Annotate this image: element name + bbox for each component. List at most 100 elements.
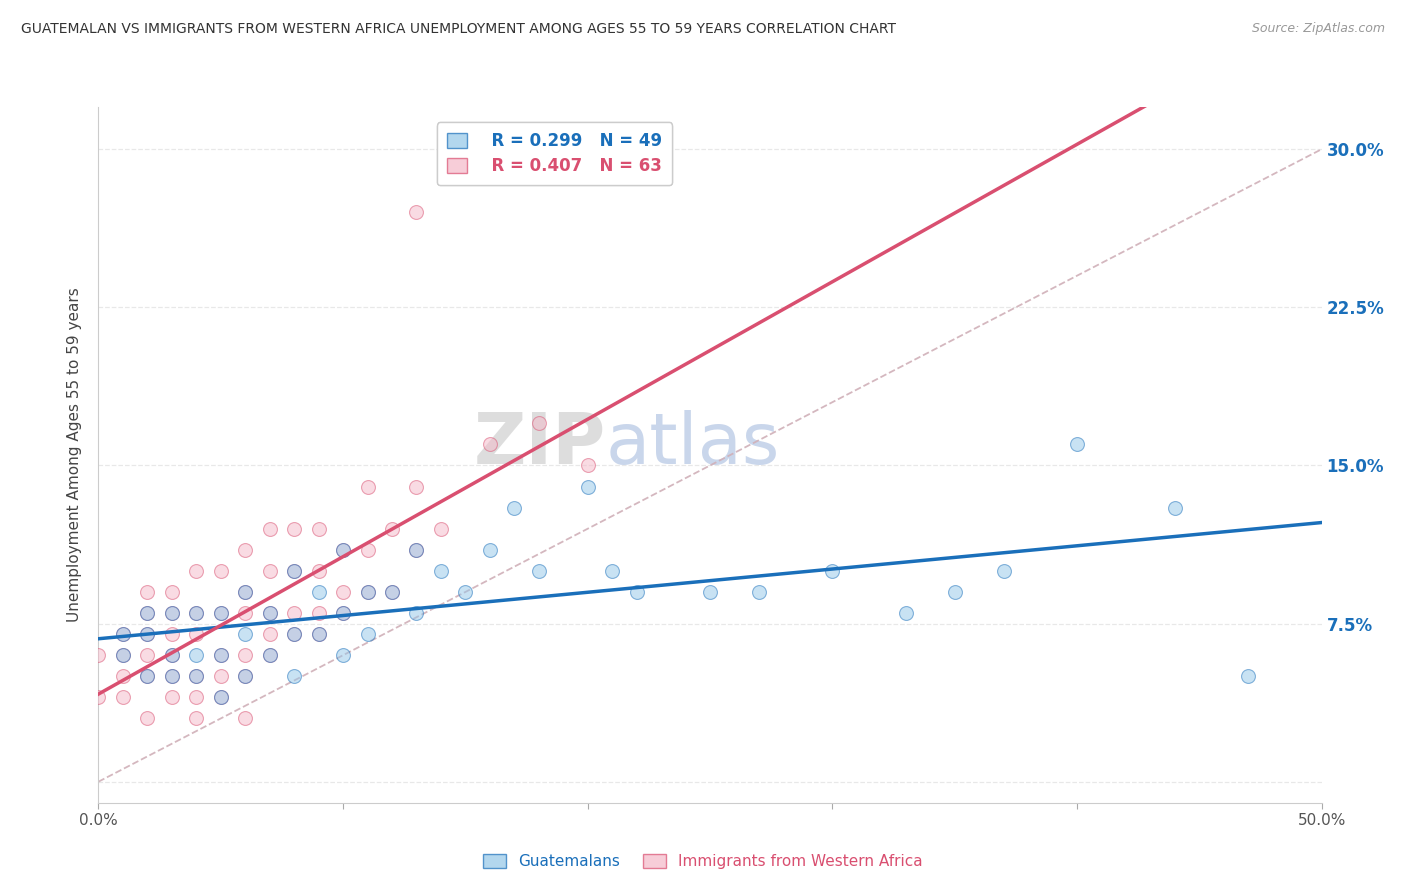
- Point: [430, 564, 453, 578]
- Point: [430, 522, 453, 536]
- Point: [405, 606, 427, 620]
- Point: [186, 606, 208, 620]
- Point: [332, 606, 354, 620]
- Point: [308, 585, 330, 599]
- Point: [454, 585, 477, 599]
- Point: [233, 606, 256, 620]
- Point: [233, 669, 256, 683]
- Point: [283, 564, 305, 578]
- Point: [87, 690, 110, 705]
- Point: [186, 606, 208, 620]
- Point: [356, 542, 378, 557]
- Point: [405, 542, 427, 557]
- Point: [332, 648, 354, 663]
- Point: [160, 648, 183, 663]
- Point: [160, 606, 183, 620]
- Point: [283, 627, 305, 641]
- Point: [699, 585, 721, 599]
- Point: [626, 585, 648, 599]
- Legend:   R = 0.299   N = 49,   R = 0.407   N = 63: R = 0.299 N = 49, R = 0.407 N = 63: [437, 122, 672, 185]
- Point: [136, 606, 159, 620]
- Point: [111, 690, 134, 705]
- Text: atlas: atlas: [606, 410, 780, 479]
- Point: [160, 669, 183, 683]
- Point: [136, 627, 159, 641]
- Point: [993, 564, 1015, 578]
- Point: [186, 648, 208, 663]
- Point: [478, 542, 501, 557]
- Point: [136, 648, 159, 663]
- Point: [405, 479, 427, 493]
- Point: [259, 564, 281, 578]
- Point: [233, 542, 256, 557]
- Point: [136, 585, 159, 599]
- Point: [209, 648, 232, 663]
- Point: [527, 417, 550, 431]
- Point: [1164, 500, 1187, 515]
- Point: [478, 437, 501, 451]
- Point: [233, 711, 256, 725]
- Point: [821, 564, 844, 578]
- Point: [259, 606, 281, 620]
- Point: [308, 606, 330, 620]
- Point: [160, 648, 183, 663]
- Point: [209, 606, 232, 620]
- Point: [160, 585, 183, 599]
- Point: [283, 669, 305, 683]
- Point: [209, 690, 232, 705]
- Point: [259, 627, 281, 641]
- Point: [136, 669, 159, 683]
- Point: [405, 542, 427, 557]
- Point: [356, 479, 378, 493]
- Point: [332, 542, 354, 557]
- Point: [405, 205, 427, 219]
- Point: [209, 669, 232, 683]
- Point: [1237, 669, 1260, 683]
- Point: [136, 711, 159, 725]
- Text: Source: ZipAtlas.com: Source: ZipAtlas.com: [1251, 22, 1385, 36]
- Point: [111, 648, 134, 663]
- Point: [160, 627, 183, 641]
- Point: [381, 522, 404, 536]
- Point: [186, 627, 208, 641]
- Point: [332, 585, 354, 599]
- Point: [259, 648, 281, 663]
- Point: [233, 585, 256, 599]
- Point: [160, 690, 183, 705]
- Point: [356, 585, 378, 599]
- Point: [233, 648, 256, 663]
- Point: [186, 669, 208, 683]
- Point: [186, 669, 208, 683]
- Y-axis label: Unemployment Among Ages 55 to 59 years: Unemployment Among Ages 55 to 59 years: [67, 287, 83, 623]
- Point: [186, 711, 208, 725]
- Point: [283, 627, 305, 641]
- Point: [332, 606, 354, 620]
- Point: [87, 648, 110, 663]
- Text: ZIP: ZIP: [474, 410, 606, 479]
- Point: [186, 564, 208, 578]
- Point: [283, 522, 305, 536]
- Point: [209, 690, 232, 705]
- Point: [943, 585, 966, 599]
- Point: [894, 606, 917, 620]
- Point: [308, 627, 330, 641]
- Point: [356, 627, 378, 641]
- Point: [136, 669, 159, 683]
- Point: [136, 606, 159, 620]
- Point: [259, 606, 281, 620]
- Point: [748, 585, 770, 599]
- Point: [233, 585, 256, 599]
- Point: [527, 564, 550, 578]
- Legend: Guatemalans, Immigrants from Western Africa: Guatemalans, Immigrants from Western Afr…: [477, 848, 929, 875]
- Point: [160, 606, 183, 620]
- Point: [381, 585, 404, 599]
- Point: [308, 522, 330, 536]
- Point: [186, 690, 208, 705]
- Point: [209, 564, 232, 578]
- Point: [381, 585, 404, 599]
- Point: [160, 669, 183, 683]
- Point: [111, 627, 134, 641]
- Text: GUATEMALAN VS IMMIGRANTS FROM WESTERN AFRICA UNEMPLOYMENT AMONG AGES 55 TO 59 YE: GUATEMALAN VS IMMIGRANTS FROM WESTERN AF…: [21, 22, 896, 37]
- Point: [283, 606, 305, 620]
- Point: [332, 542, 354, 557]
